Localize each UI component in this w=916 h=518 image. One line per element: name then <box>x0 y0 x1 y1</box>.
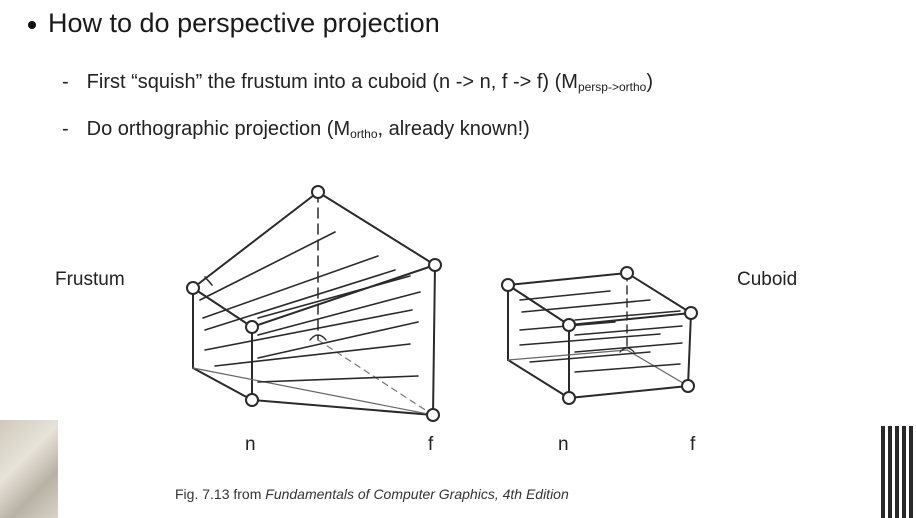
qr-code <box>881 426 916 518</box>
sub-bullet-squish: - First “squish” the frustum into a cubo… <box>62 71 653 94</box>
frustum-vertices <box>186 185 442 422</box>
bullet-dot <box>28 20 36 29</box>
frustum-near-label: n <box>245 434 256 455</box>
main-bullet-text: How to do perspective projection <box>48 8 440 38</box>
frustum-far-label: f <box>428 434 434 455</box>
speaker-video-thumbnail <box>0 420 58 518</box>
cuboid-vertices <box>501 266 698 405</box>
sub-bullet-text: First “squish” the frustum into a cuboid… <box>86 71 653 94</box>
frustum-label: Frustum <box>55 269 125 290</box>
cuboid-drawing <box>507 272 692 399</box>
dash: - <box>62 71 69 93</box>
cuboid-label: Cuboid <box>737 269 798 290</box>
sub-bullet-ortho: - Do orthographic projection (Mortho, al… <box>62 118 530 141</box>
book-title: Fundamentals of Computer Graphics, 4th E… <box>265 486 569 502</box>
cuboid-far-label: f <box>690 434 696 455</box>
cuboid-near-label: n <box>558 434 569 455</box>
frustum-drawing <box>192 191 436 416</box>
figure-caption: Fig. 7.13 from Fundamentals of Computer … <box>175 486 569 502</box>
dash: - <box>62 118 69 140</box>
subscript-ortho: ortho <box>350 127 378 141</box>
main-bullet: How to do perspective projection <box>28 8 440 39</box>
subscript-persp-ortho: persp->ortho <box>577 80 647 94</box>
sub-bullet-text: Do orthographic projection (Mortho, alre… <box>86 118 530 141</box>
